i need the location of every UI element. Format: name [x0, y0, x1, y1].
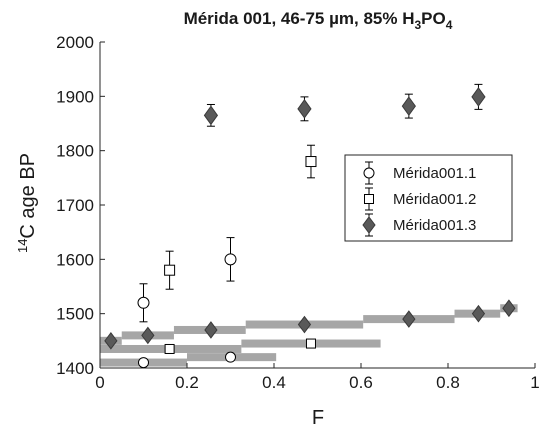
axes: 0 0.2 0.4 0.6 0.8 1 1400 1500 1600 1700 1800 1900 20… — [56, 33, 540, 392]
legend-items: Mérida001.1 Mérida001.2 Mérida001.3 — [362, 161, 476, 237]
x-tick-label: 0.6 — [349, 373, 373, 392]
circle-marker — [138, 357, 149, 369]
y-tick-label: 1400 — [56, 359, 94, 378]
diamond-marker — [104, 331, 118, 350]
x-tick-label: 1 — [530, 373, 539, 392]
diamond-marker — [297, 315, 312, 334]
y-tick-label: 1700 — [56, 196, 94, 215]
diamond-marker — [203, 105, 219, 126]
x-tick-label: 0.8 — [436, 373, 460, 392]
data-marks — [104, 83, 516, 369]
square-marker — [364, 194, 374, 204]
y-tick-label: 1500 — [56, 305, 94, 324]
circle-marker — [137, 296, 150, 309]
diamond-marker — [502, 299, 516, 318]
square-marker — [164, 343, 175, 354]
x-axis-label: F — [312, 407, 324, 429]
diamond-marker — [297, 98, 312, 119]
legend-label: Mérida001.2 — [393, 191, 476, 208]
bands-layer — [100, 304, 518, 367]
y-tick-label: 1800 — [56, 142, 94, 161]
square-marker — [305, 338, 316, 349]
diamond-marker — [362, 216, 376, 234]
square-marker — [164, 264, 176, 276]
legend-label: Mérida001.3 — [393, 217, 476, 234]
x-tick-label: 0.4 — [262, 373, 286, 392]
circle-marker — [363, 167, 375, 179]
y-tick-label: 1600 — [56, 250, 94, 269]
legend-label: Mérida001.1 — [393, 165, 476, 182]
y-tick-label: 1900 — [56, 87, 94, 106]
y-axis-label: 14C age BP — [15, 153, 39, 253]
diamond-marker — [402, 310, 416, 328]
legend: Mérida001.1 Mérida001.2 Mérida001.3 — [344, 154, 513, 242]
x-tick-label: 0 — [95, 373, 104, 392]
diamond-marker — [401, 96, 416, 116]
diamond-marker — [471, 87, 486, 107]
diamond-marker — [471, 304, 486, 323]
chart-title: Mérida 001, 46-75 µm, 85% H3PO4 — [184, 9, 453, 32]
diamond-marker — [204, 321, 218, 339]
x-tick-label: 0.2 — [175, 373, 199, 392]
y-tick-label: 2000 — [56, 33, 94, 52]
circle-marker — [224, 253, 237, 266]
square-marker — [305, 156, 317, 168]
diamond-marker — [141, 326, 155, 345]
circle-marker — [225, 351, 236, 363]
